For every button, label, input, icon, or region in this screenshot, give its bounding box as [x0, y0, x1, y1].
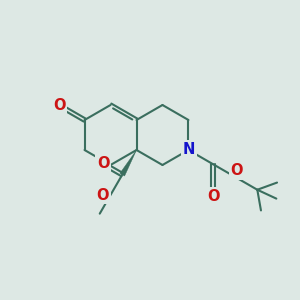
Text: O: O [230, 163, 243, 178]
Text: N: N [183, 142, 195, 157]
Text: O: O [97, 188, 109, 203]
Text: O: O [207, 188, 219, 203]
Text: O: O [97, 156, 110, 171]
Polygon shape [120, 150, 136, 176]
Text: O: O [53, 98, 66, 112]
